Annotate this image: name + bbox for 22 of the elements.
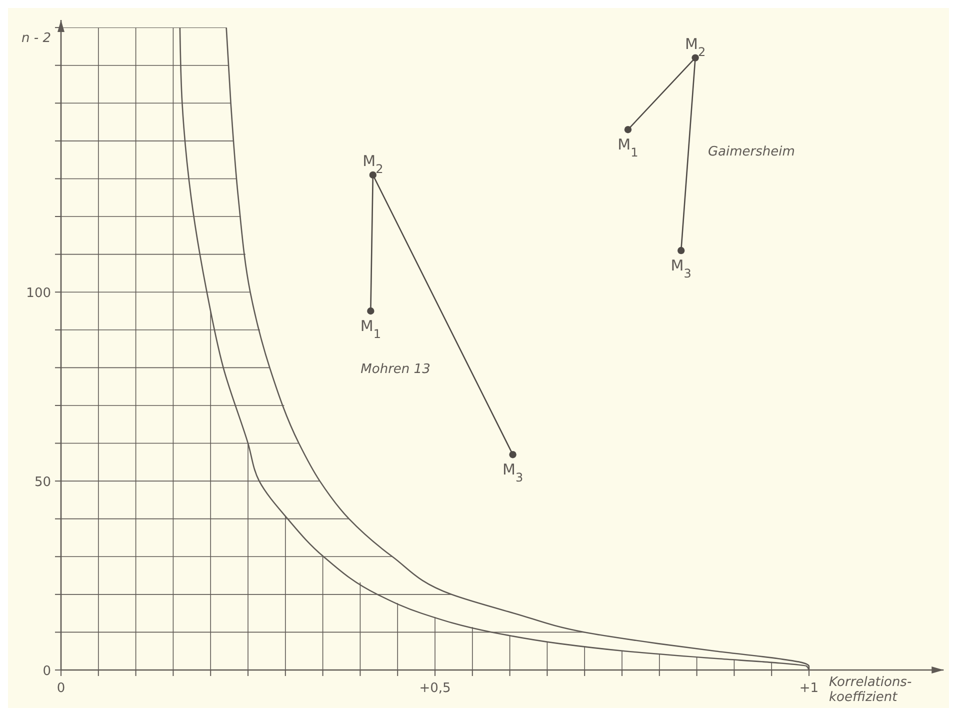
text: Mohren 13: [360, 362, 430, 377]
annotation: M$_{2}$: [362, 152, 384, 176]
point: [677, 246, 685, 254]
x-tick-label: 0: [56, 681, 66, 696]
annotation: M$_{3}$: [502, 460, 524, 485]
point: [369, 171, 377, 179]
point: [509, 450, 516, 458]
y-tick-label: 0: [42, 664, 51, 679]
y-tick-label: 50: [34, 475, 51, 490]
annotation: M$_{3}$: [670, 256, 692, 281]
point: [624, 126, 632, 134]
point: [367, 307, 374, 315]
x-axis-title: Korrelations- koeffizient: [829, 675, 912, 705]
series-label: Gaimersheim: [708, 144, 795, 160]
point: [692, 54, 699, 62]
annotation: M$_{1}$: [618, 136, 638, 160]
annotation: M$_{2}$: [685, 34, 706, 59]
annotation: M$_{1}$: [360, 316, 381, 341]
x-tick-label: +0,5: [419, 681, 451, 696]
y-axis-title: n - 2: [22, 31, 51, 46]
x-tick-label: +1: [799, 681, 819, 696]
y-tick-label: 100: [26, 286, 51, 302]
